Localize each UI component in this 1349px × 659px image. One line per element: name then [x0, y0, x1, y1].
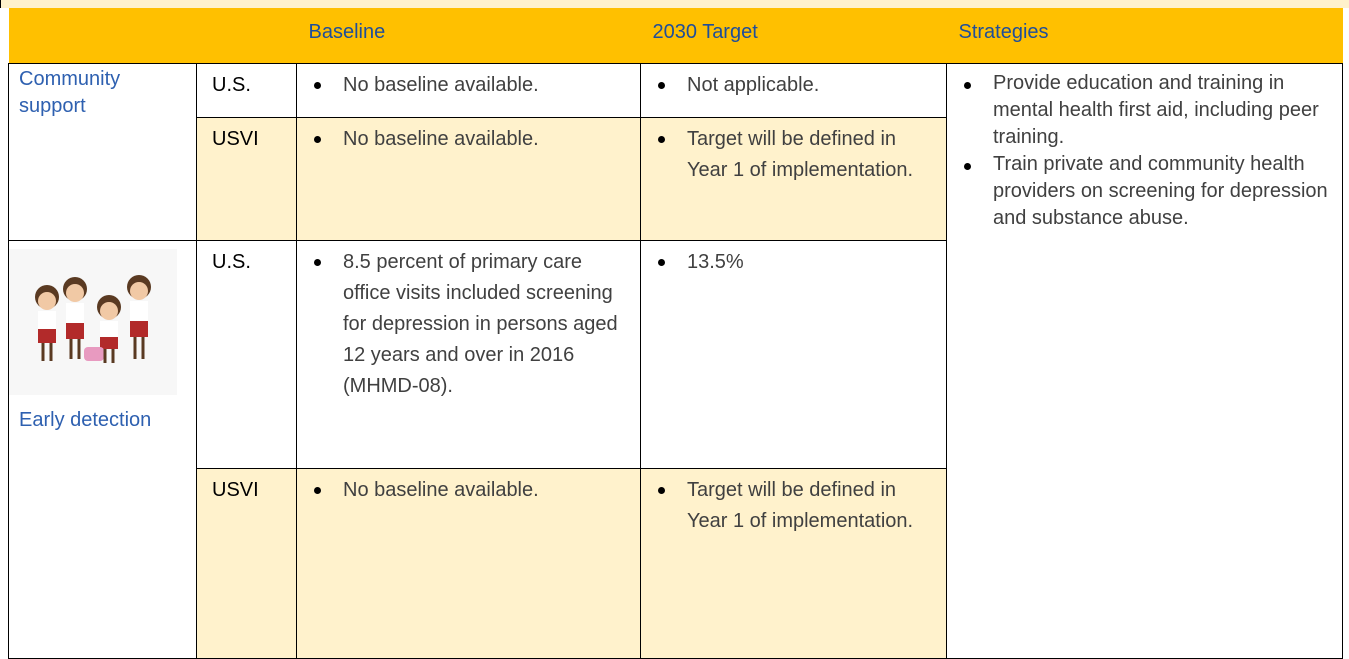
header-blank: [8, 8, 297, 64]
row: USVI No baseline available. Target will …: [9, 468, 1343, 659]
baseline-cell: No baseline available.: [296, 63, 641, 118]
bullet: Provide education and training in mental…: [964, 70, 1332, 151]
bullet: No baseline available.: [314, 475, 630, 506]
row: USVI No baseline available. Target will …: [9, 117, 1343, 241]
strategy-table: Baseline 2030 Target Strategies Communit…: [8, 8, 1343, 659]
category-label: Community support: [19, 68, 121, 117]
baseline-cell: No baseline available.: [296, 117, 641, 241]
title-band: [0, 0, 1349, 8]
target-cell: Target will be defined in Year 1 of impl…: [640, 468, 947, 659]
bullet: 8.5 percent of primary care office visit…: [314, 247, 630, 402]
header-cell: Baseline: [296, 8, 641, 64]
region-cell: U.S.: [196, 240, 297, 469]
region-cell: U.S.: [196, 63, 297, 118]
strategies-cell: Provide education and training in mental…: [946, 63, 1343, 659]
category-label: Early detection: [19, 409, 152, 431]
header-row: Baseline 2030 Target Strategies: [8, 8, 1343, 64]
target-cell: Target will be defined in Year 1 of impl…: [640, 117, 947, 241]
header-cell: 2030 Target: [640, 8, 947, 64]
row: Early detection U.S. 8.5 percent of prim…: [8, 240, 1343, 659]
bullet: Train private and community health provi…: [964, 151, 1332, 232]
bullet: Target will be defined in Year 1 of impl…: [658, 124, 936, 186]
target-cell: Not applicable.: [640, 63, 947, 118]
bullet: Not applicable.: [658, 70, 936, 101]
bullet: No baseline available.: [314, 124, 630, 155]
children-image: [9, 249, 177, 395]
target-cell: 13.5%: [640, 240, 947, 469]
baseline-cell: No baseline available.: [296, 468, 641, 659]
header-cell: Strategies: [946, 8, 1343, 64]
baseline-cell: 8.5 percent of primary care office visit…: [296, 240, 641, 469]
category-cell: Community support: [8, 63, 197, 241]
row: Community support U.S. No baseline avail…: [8, 63, 1343, 659]
bullet: Target will be defined in Year 1 of impl…: [658, 475, 936, 537]
bullet: 13.5%: [658, 247, 936, 278]
category-cell: Early detection: [8, 240, 197, 659]
bullet: No baseline available.: [314, 70, 630, 101]
region-cell: USVI: [196, 468, 297, 659]
region-cell: USVI: [196, 117, 297, 241]
